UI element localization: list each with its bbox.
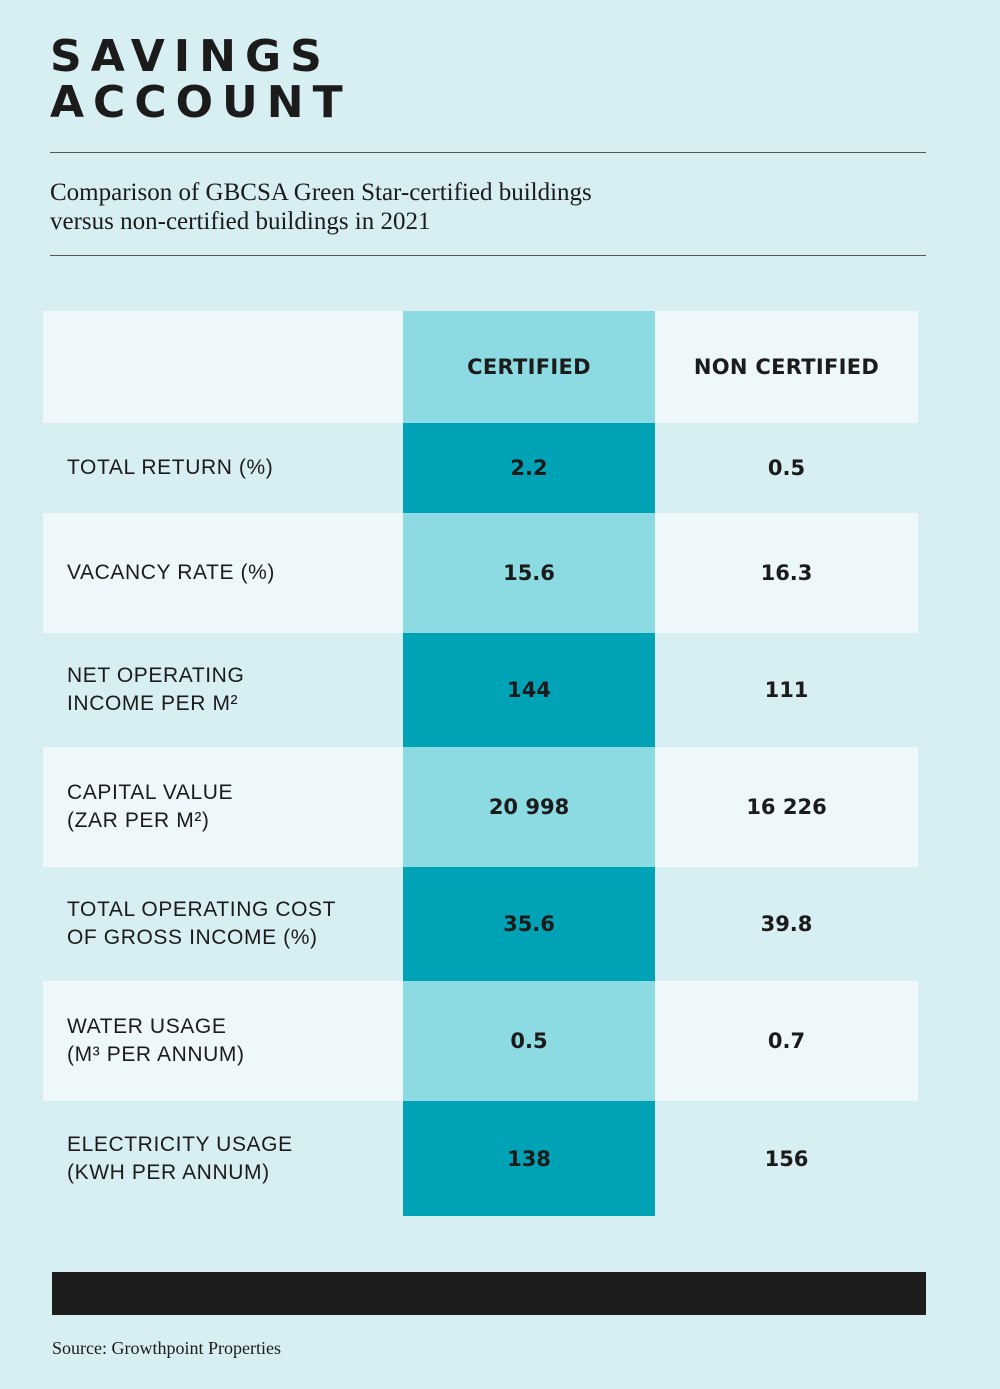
label-line: OF GROSS INCOME (%) — [67, 926, 318, 949]
label-line: NET OPERATING — [67, 664, 245, 687]
label-line: WATER USAGE — [67, 1015, 227, 1038]
column-header: CERTIFIED — [403, 311, 655, 423]
certified-value: 35.6 — [403, 867, 655, 981]
non-certified-value: 39.8 — [760, 912, 813, 936]
non-certified-value: 0.7 — [655, 981, 918, 1101]
non-certified-value: 0.5 — [767, 456, 806, 480]
row-label: CAPITAL VALUE (ZAR PER M²) — [43, 747, 403, 867]
row-label: WATER USAGE (M³ PER ANNUM) — [43, 981, 403, 1101]
label-line: (M³ PER ANNUM) — [67, 1043, 245, 1066]
certified-value: 138 — [403, 1101, 655, 1216]
certified-value: 20 998 — [403, 747, 655, 867]
subtitle-line: versus non-certified buildings in 2021 — [50, 208, 431, 235]
row-label: TOTAL RETURN (%) — [43, 423, 403, 513]
subtitle-line: Comparison of GBCSA Green Star-certified… — [50, 179, 592, 206]
certified-value: 15.6 — [403, 513, 655, 633]
subtitle: Comparison of GBCSA Green Star-certified… — [50, 178, 592, 236]
non-certified-value: 156 — [764, 1146, 809, 1171]
label-line: VACANCY RATE (%) — [67, 561, 275, 584]
label-line: TOTAL OPERATING COST — [67, 898, 337, 921]
title-line: SAVINGS — [50, 31, 331, 82]
label-line: TOTAL RETURN (%) — [67, 456, 274, 479]
row-label: NET OPERATING INCOME PER M² — [43, 633, 403, 747]
title-line: ACCOUNT — [50, 77, 352, 128]
title: SAVINGS ACCOUNT — [50, 34, 352, 126]
non-certified-value: 16.3 — [655, 513, 918, 633]
source: Source: Growthpoint Properties — [52, 1338, 281, 1358]
row-label: TOTAL OPERATING COST OF GROSS INCOME (%) — [43, 867, 403, 981]
certified-value: 0.5 — [403, 981, 655, 1101]
rule — [50, 255, 926, 256]
row-label: ELECTRICITY USAGE (KWH PER ANNUM) — [43, 1101, 403, 1216]
label-line: CAPITAL VALUE — [67, 781, 234, 804]
header-cell — [43, 311, 403, 423]
rule — [50, 152, 926, 153]
certified-value: 144 — [403, 633, 655, 747]
non-certified-value: 16 226 — [655, 747, 918, 867]
label-line: INCOME PER M² — [67, 692, 239, 715]
footer-bar — [52, 1272, 926, 1315]
label-line: (ZAR PER M²) — [67, 809, 210, 832]
label-line: ELECTRICITY USAGE — [67, 1132, 293, 1156]
row-label: VACANCY RATE (%) — [43, 513, 403, 633]
non-certified-value: 111 — [764, 678, 809, 702]
column-header: NON CERTIFIED — [655, 311, 918, 423]
label-line: (KWH PER ANNUM) — [67, 1160, 270, 1184]
certified-value: 2.2 — [403, 423, 655, 513]
